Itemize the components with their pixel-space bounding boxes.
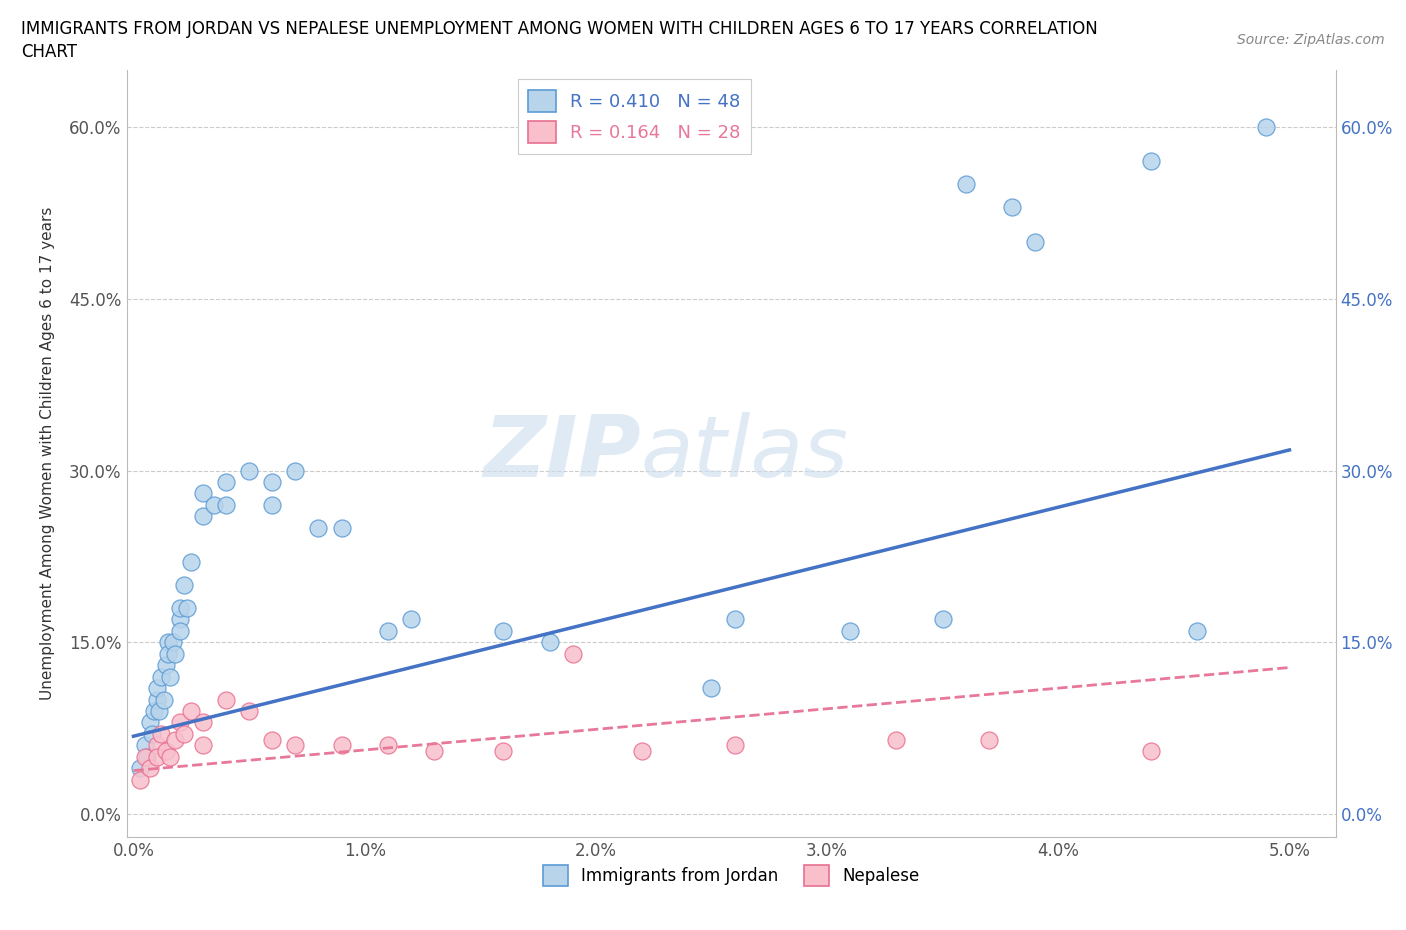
Point: [238, 704, 260, 719]
Point: [155, 658, 177, 672]
Point: [1185, 623, 1208, 638]
Point: [284, 737, 307, 752]
Point: [262, 498, 284, 512]
Point: [238, 463, 260, 478]
Point: [215, 474, 238, 489]
Point: [700, 681, 723, 696]
Point: [191, 486, 214, 501]
Point: [399, 612, 422, 627]
Point: [169, 715, 191, 730]
Point: [165, 646, 187, 661]
Point: [138, 761, 160, 776]
Text: Source: ZipAtlas.com: Source: ZipAtlas.com: [1237, 33, 1385, 46]
Point: [307, 521, 329, 536]
Point: [176, 601, 198, 616]
Point: [157, 635, 180, 650]
Point: [159, 670, 181, 684]
Point: [1024, 234, 1046, 249]
Point: [138, 715, 160, 730]
Point: [145, 750, 167, 764]
Point: [129, 772, 152, 787]
Point: [330, 737, 353, 752]
Point: [215, 692, 238, 707]
Point: [191, 715, 214, 730]
Point: [191, 737, 214, 752]
Point: [977, 732, 1000, 747]
Point: [202, 498, 225, 512]
Point: [180, 554, 202, 569]
Point: [631, 744, 654, 759]
Point: [150, 726, 173, 741]
Point: [169, 623, 191, 638]
Point: [1139, 744, 1161, 759]
Point: [723, 737, 745, 752]
Point: [162, 635, 184, 650]
Point: [839, 623, 862, 638]
Point: [141, 726, 163, 741]
Point: [148, 704, 170, 719]
Point: [129, 761, 152, 776]
Legend: Immigrants from Jordan, Nepalese: Immigrants from Jordan, Nepalese: [534, 857, 928, 894]
Point: [173, 578, 195, 592]
Point: [262, 732, 284, 747]
Point: [134, 750, 156, 764]
Point: [538, 635, 561, 650]
Point: [330, 521, 353, 536]
Point: [886, 732, 908, 747]
Point: [492, 744, 515, 759]
Point: [145, 681, 167, 696]
Point: [165, 732, 187, 747]
Text: atlas: atlas: [641, 412, 848, 495]
Point: [143, 704, 166, 719]
Point: [1139, 154, 1161, 169]
Text: CHART: CHART: [21, 43, 77, 60]
Point: [136, 750, 159, 764]
Y-axis label: Unemployment Among Women with Children Ages 6 to 17 years: Unemployment Among Women with Children A…: [41, 206, 55, 700]
Point: [423, 744, 446, 759]
Point: [169, 601, 191, 616]
Point: [157, 646, 180, 661]
Point: [262, 474, 284, 489]
Point: [169, 612, 191, 627]
Point: [931, 612, 953, 627]
Point: [173, 726, 195, 741]
Point: [955, 177, 977, 192]
Point: [159, 750, 181, 764]
Point: [155, 744, 177, 759]
Point: [561, 646, 583, 661]
Text: ZIP: ZIP: [482, 412, 641, 495]
Point: [134, 737, 156, 752]
Point: [180, 704, 202, 719]
Point: [284, 463, 307, 478]
Point: [723, 612, 745, 627]
Point: [1256, 120, 1278, 135]
Point: [215, 498, 238, 512]
Point: [150, 670, 173, 684]
Point: [377, 737, 399, 752]
Point: [152, 692, 174, 707]
Point: [191, 509, 214, 524]
Point: [377, 623, 399, 638]
Point: [492, 623, 515, 638]
Point: [145, 737, 167, 752]
Point: [145, 692, 167, 707]
Text: IMMIGRANTS FROM JORDAN VS NEPALESE UNEMPLOYMENT AMONG WOMEN WITH CHILDREN AGES 6: IMMIGRANTS FROM JORDAN VS NEPALESE UNEMP…: [21, 20, 1098, 38]
Point: [1001, 200, 1024, 215]
